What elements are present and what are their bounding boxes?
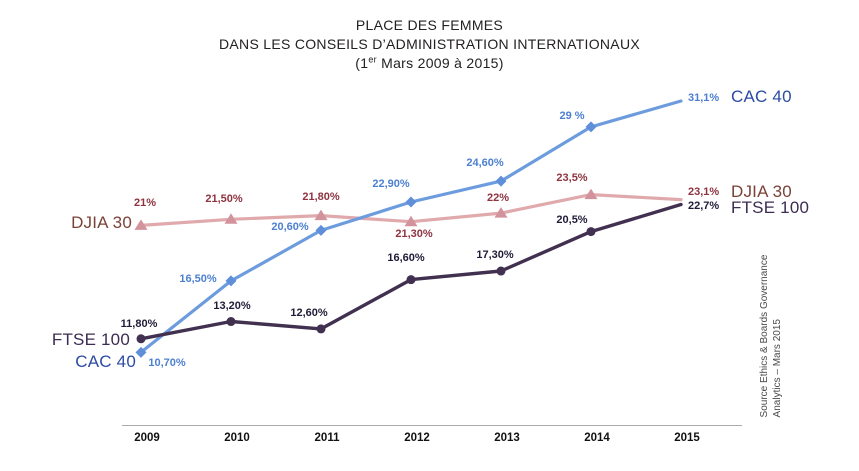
marker-ftse-100-2011 [316, 324, 326, 334]
marker-djia-30-2011 [314, 209, 328, 221]
chart-subtitle-prefix: (1 [355, 55, 369, 71]
data-label-ftse-100-2011: 12,60% [290, 306, 328, 319]
marker-djia-30-2013 [494, 207, 508, 218]
data-label-cac-40-2009: 10,70% [148, 357, 186, 370]
x-tick-2012: 2012 [404, 432, 430, 444]
chart-subtitle-superscript: er [368, 54, 377, 65]
data-label-djia-30-2014: 23,5% [556, 171, 588, 184]
marker-cac-40-2009 [135, 346, 147, 358]
chart-title-line2: DANS LES CONSEILS D’ADMINISTRATION INTER… [218, 36, 640, 52]
series-label-left-cac-40: CAC 40 [75, 352, 136, 371]
marker-cac-40-2011 [315, 224, 327, 236]
x-tick-2013: 2013 [494, 432, 520, 444]
marker-cac-40-2014 [585, 121, 597, 133]
marker-ftse-100-2012 [406, 275, 416, 285]
data-label-cac-40-2011: 20,60% [271, 221, 309, 234]
data-label-ftse-100-2009: 11,80% [120, 317, 158, 330]
data-label-cac-40-2013: 24,60% [466, 157, 504, 170]
marker-cac-40-2010 [225, 275, 237, 287]
data-label-ftse-100-2012: 16,60% [387, 251, 425, 264]
marker-ftse-100-2014 [586, 227, 596, 237]
marker-ftse-100-2009 [136, 334, 146, 344]
chart-subtitle: (1er Mars 2009 à 2015) [0, 54, 859, 73]
marker-ftse-100-2010 [226, 317, 236, 327]
x-tick-2010: 2010 [224, 432, 250, 444]
data-label-ftse-100-2015: 22,7% [688, 199, 720, 212]
chart-title: PLACE DES FEMMES DANS LES CONSEILS D’ADM… [0, 16, 859, 73]
marker-cac-40-2013 [495, 175, 507, 187]
source-note: Source Ethics & Boards Governance Analyt… [758, 255, 784, 418]
data-label-djia-30-2010: 21,50% [205, 193, 243, 206]
x-tick-2015: 2015 [674, 432, 700, 444]
data-label-djia-30-2015: 23,1% [688, 185, 720, 198]
data-label-djia-30-2011: 21,80% [302, 190, 340, 203]
marker-cac-40-2012 [405, 196, 417, 208]
data-label-djia-30-2009: 21% [133, 197, 157, 210]
data-label-djia-30-2012: 21,30% [395, 227, 433, 240]
data-label-djia-30-2013: 22% [486, 192, 510, 205]
data-label-ftse-100-2014: 20,5% [556, 213, 588, 226]
data-label-cac-40-2015: 31,1% [688, 92, 720, 104]
marker-djia-30-2012 [404, 215, 418, 227]
x-tick-2009: 2009 [134, 432, 160, 444]
marker-ftse-100-2013 [496, 266, 506, 276]
x-tick-2014: 2014 [584, 432, 610, 444]
chart-title-line1: PLACE DES FEMMES [355, 17, 504, 33]
series-label-right-cac-40: CAC 40 [731, 87, 792, 106]
series-label-left-djia-30: DJIA 30 [71, 213, 132, 232]
data-label-cac-40-2014: 29 % [559, 109, 585, 122]
data-label-ftse-100-2010: 13,20% [213, 299, 251, 312]
series-label-left-ftse-100: FTSE 100 [51, 330, 130, 349]
marker-djia-30-2009 [134, 219, 148, 230]
data-label-cac-40-2012: 22,90% [372, 178, 410, 191]
series-label-right-djia-30: DJIA 30 [731, 182, 792, 201]
data-label-ftse-100-2013: 17,30% [476, 249, 514, 261]
series-label-right-ftse-100: FTSE 100 [731, 197, 810, 217]
x-tick-2011: 2011 [314, 432, 340, 444]
source-note-line1: Source Ethics & Boards Governance [759, 254, 770, 418]
marker-djia-30-2014 [584, 188, 598, 200]
chart-subtitle-suffix: Mars 2009 à 2015) [376, 55, 504, 71]
marker-djia-30-2010 [224, 213, 238, 224]
data-label-cac-40-2010: 16,50% [179, 272, 217, 285]
source-note-line2: Analytics – Mars 2015 [772, 319, 783, 418]
